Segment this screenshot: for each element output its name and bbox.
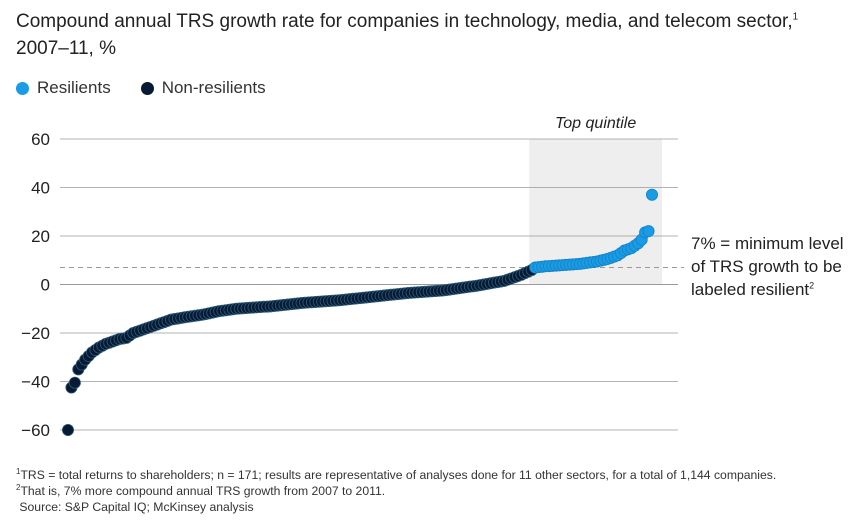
chart-title: Compound annual TRS growth rate for comp… xyxy=(16,8,856,62)
legend-label-non-resilients: Non-resilients xyxy=(161,78,266,97)
footnote-2-text: That is, 7% more compound annual TRS gro… xyxy=(20,484,386,498)
footnotes: 1TRS = total returns to shareholders; n … xyxy=(16,467,861,515)
legend-item-resilients: Resilients xyxy=(16,78,111,98)
legend-swatch-resilients xyxy=(16,81,29,95)
y-tick-label: 40 xyxy=(31,179,50,198)
title-line1: Compound annual TRS growth rate for comp… xyxy=(16,11,793,32)
y-tick-label: 20 xyxy=(31,227,50,246)
annotation-line1: 7% = minimum level xyxy=(691,234,844,253)
legend-swatch-non-resilients xyxy=(140,81,154,95)
top-quintile-label: Top quintile xyxy=(555,115,636,132)
footnote-1: 1TRS = total returns to shareholders; n … xyxy=(16,467,861,483)
y-tick-label: 0 xyxy=(41,276,50,295)
data-points xyxy=(62,188,659,436)
y-tick-label: 60 xyxy=(31,130,50,149)
source-text: Source: S&P Capital IQ; McKinsey analysi… xyxy=(19,500,254,514)
title-line2: 2007–11, % xyxy=(16,38,117,59)
footnote-1-mark: 1 xyxy=(16,466,21,476)
y-tick-label: −20 xyxy=(21,324,50,343)
footnote-2-mark: 2 xyxy=(16,482,21,492)
gridlines xyxy=(60,138,678,431)
threshold-annotation: 7% = minimum level of TRS growth to be l… xyxy=(691,232,859,301)
title-footnote-mark: 1 xyxy=(792,11,799,23)
non-resilient-point xyxy=(62,423,75,436)
resilient-point xyxy=(642,225,655,238)
scatter-chart: 60 40 20 0 −20 −40 −60 Top quintile xyxy=(21,115,684,440)
legend-label-resilients: Resilients xyxy=(37,78,111,97)
y-tick-label: −60 xyxy=(21,421,50,440)
non-resilient-point xyxy=(68,376,81,389)
legend-item-non-resilients: Non-resilients xyxy=(140,78,266,98)
chart-legend: Resilients Non-resilients xyxy=(16,78,266,98)
annotation-line3: labeled resilient xyxy=(691,280,810,299)
footnote-1-text: TRS = total returns to shareholders; n =… xyxy=(20,468,777,482)
resilient-point xyxy=(646,188,659,201)
annotation-footnote-mark: 2 xyxy=(809,280,815,291)
annotation-line2: of TRS growth to be xyxy=(691,257,842,276)
y-tick-label: −40 xyxy=(21,373,50,392)
source-note: Source: S&P Capital IQ; McKinsey analysi… xyxy=(16,499,861,515)
footnote-2: 2That is, 7% more compound annual TRS gr… xyxy=(16,483,861,499)
y-axis-tick-labels: 60 40 20 0 −20 −40 −60 xyxy=(21,130,50,440)
